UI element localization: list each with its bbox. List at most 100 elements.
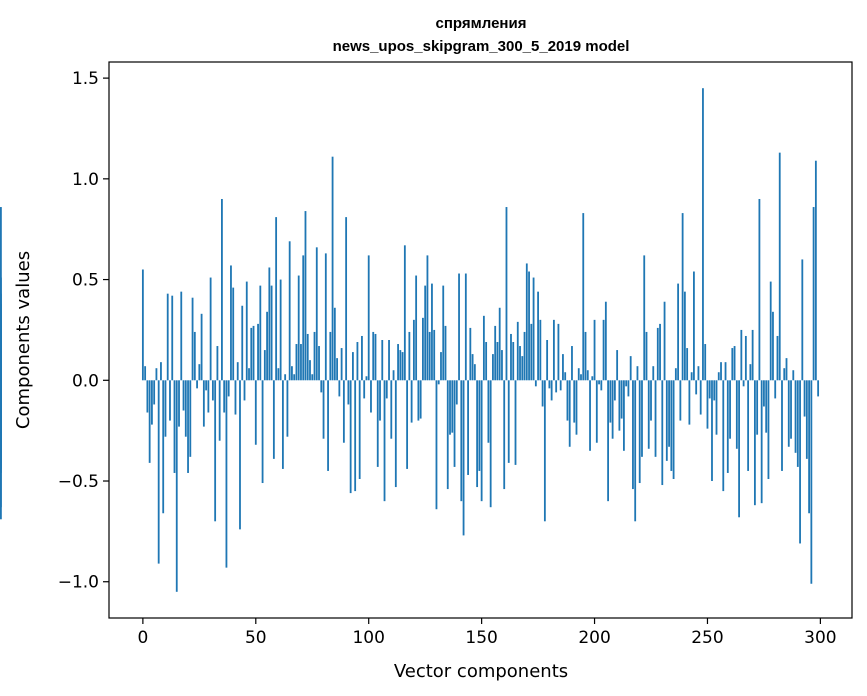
y-tick-label-0: 0.0 [72, 371, 99, 391]
bar-249 [704, 344, 707, 381]
bar-129 [433, 329, 436, 381]
bar-68 [295, 344, 298, 381]
x-tick-label-150: 150 [465, 628, 497, 648]
bar-198 [589, 380, 591, 451]
bar-284 [783, 368, 786, 381]
bar-67 [293, 374, 296, 381]
bar-231 [663, 301, 666, 381]
bar-215 [627, 380, 630, 397]
bar-26 [200, 313, 203, 381]
bar-108 [385, 380, 388, 399]
bar-256 [720, 362, 722, 381]
bar-239 [681, 213, 684, 381]
bar-183 [555, 380, 558, 393]
bar-296 [810, 380, 813, 584]
y-tick-label-1: 1.0 [72, 170, 99, 190]
bar-184 [557, 323, 560, 381]
bar-124 [422, 317, 424, 381]
bar-123 [419, 380, 422, 419]
x-tick-label-300: 300 [804, 628, 836, 648]
bar-91 [347, 380, 350, 405]
bar-34 [218, 380, 221, 441]
bar-71 [302, 255, 305, 381]
bar-199 [591, 376, 594, 381]
bar-232 [665, 380, 668, 461]
bar-143 [464, 273, 467, 381]
bar-260 [729, 380, 731, 439]
bar-234 [670, 380, 673, 471]
bar-140 [458, 273, 460, 381]
bar-281 [776, 335, 779, 381]
bar-277 [767, 380, 770, 479]
bar-293 [803, 380, 806, 417]
bar-216 [629, 356, 632, 381]
bar-127 [428, 331, 431, 381]
bar-142 [462, 380, 465, 536]
bar-18 [182, 380, 185, 411]
bar-299 [817, 380, 820, 397]
bar-165 [514, 380, 517, 465]
x-tick-label-200: 200 [578, 628, 610, 648]
bar-235 [672, 380, 675, 479]
bar-155 [492, 354, 494, 381]
bar-44 [241, 305, 244, 381]
bar-30 [209, 277, 212, 381]
bar-224 [647, 380, 650, 449]
bar-269 [749, 364, 752, 381]
bar-159 [501, 350, 503, 381]
bar-7 [157, 380, 160, 564]
bar-85 [333, 307, 336, 381]
bar-100 [367, 255, 370, 381]
bar-258 [724, 362, 727, 381]
x-tick-label-0: 0 [137, 628, 148, 648]
bar-95 [356, 342, 359, 381]
bar-144 [467, 380, 469, 475]
bar-220 [638, 380, 641, 484]
y-axis-label: Components values [13, 251, 34, 429]
bar-55 [266, 311, 268, 381]
bar-41 [234, 380, 237, 415]
bar-78 [318, 346, 320, 381]
bar-103 [374, 333, 377, 381]
x-axis-label: Vector components [394, 661, 568, 682]
y-tick-label-1.5: 1.5 [72, 69, 99, 89]
x-tick-label-100: 100 [352, 628, 384, 648]
bar-298 [814, 160, 817, 381]
bar-200 [593, 319, 596, 381]
bar-72 [304, 211, 307, 381]
bar-undefined [0, 380, 2, 421]
bar-279 [772, 311, 774, 381]
bar-268 [747, 380, 750, 471]
bar-43 [239, 380, 241, 530]
bar-180 [548, 380, 551, 389]
bar-219 [636, 366, 639, 381]
bar-188 [566, 380, 569, 421]
bar-63 [284, 374, 287, 381]
bar-19 [184, 380, 187, 437]
bar-40 [232, 287, 235, 381]
bar-259 [726, 380, 729, 473]
bar-60 [277, 368, 280, 381]
bar-125 [424, 285, 427, 381]
bar-173 [532, 277, 535, 381]
bar-46 [245, 281, 248, 381]
bar-254 [715, 380, 718, 435]
bar-89 [342, 380, 345, 443]
bar-263 [735, 380, 738, 449]
bar-31 [211, 380, 214, 401]
bar-145 [469, 327, 472, 381]
bar-133 [442, 285, 445, 381]
bar-182 [552, 319, 555, 381]
bar-186 [562, 354, 564, 381]
bar-59 [275, 217, 278, 381]
bar-79 [320, 380, 323, 393]
bar-107 [383, 380, 386, 502]
bar-28 [205, 380, 208, 391]
bar-170 [525, 263, 528, 381]
bar-16 [178, 380, 180, 427]
bar-197 [586, 370, 589, 381]
bar-29 [207, 380, 210, 413]
bar-185 [559, 380, 562, 391]
bar-245 [695, 380, 698, 395]
bar-194 [580, 374, 582, 381]
